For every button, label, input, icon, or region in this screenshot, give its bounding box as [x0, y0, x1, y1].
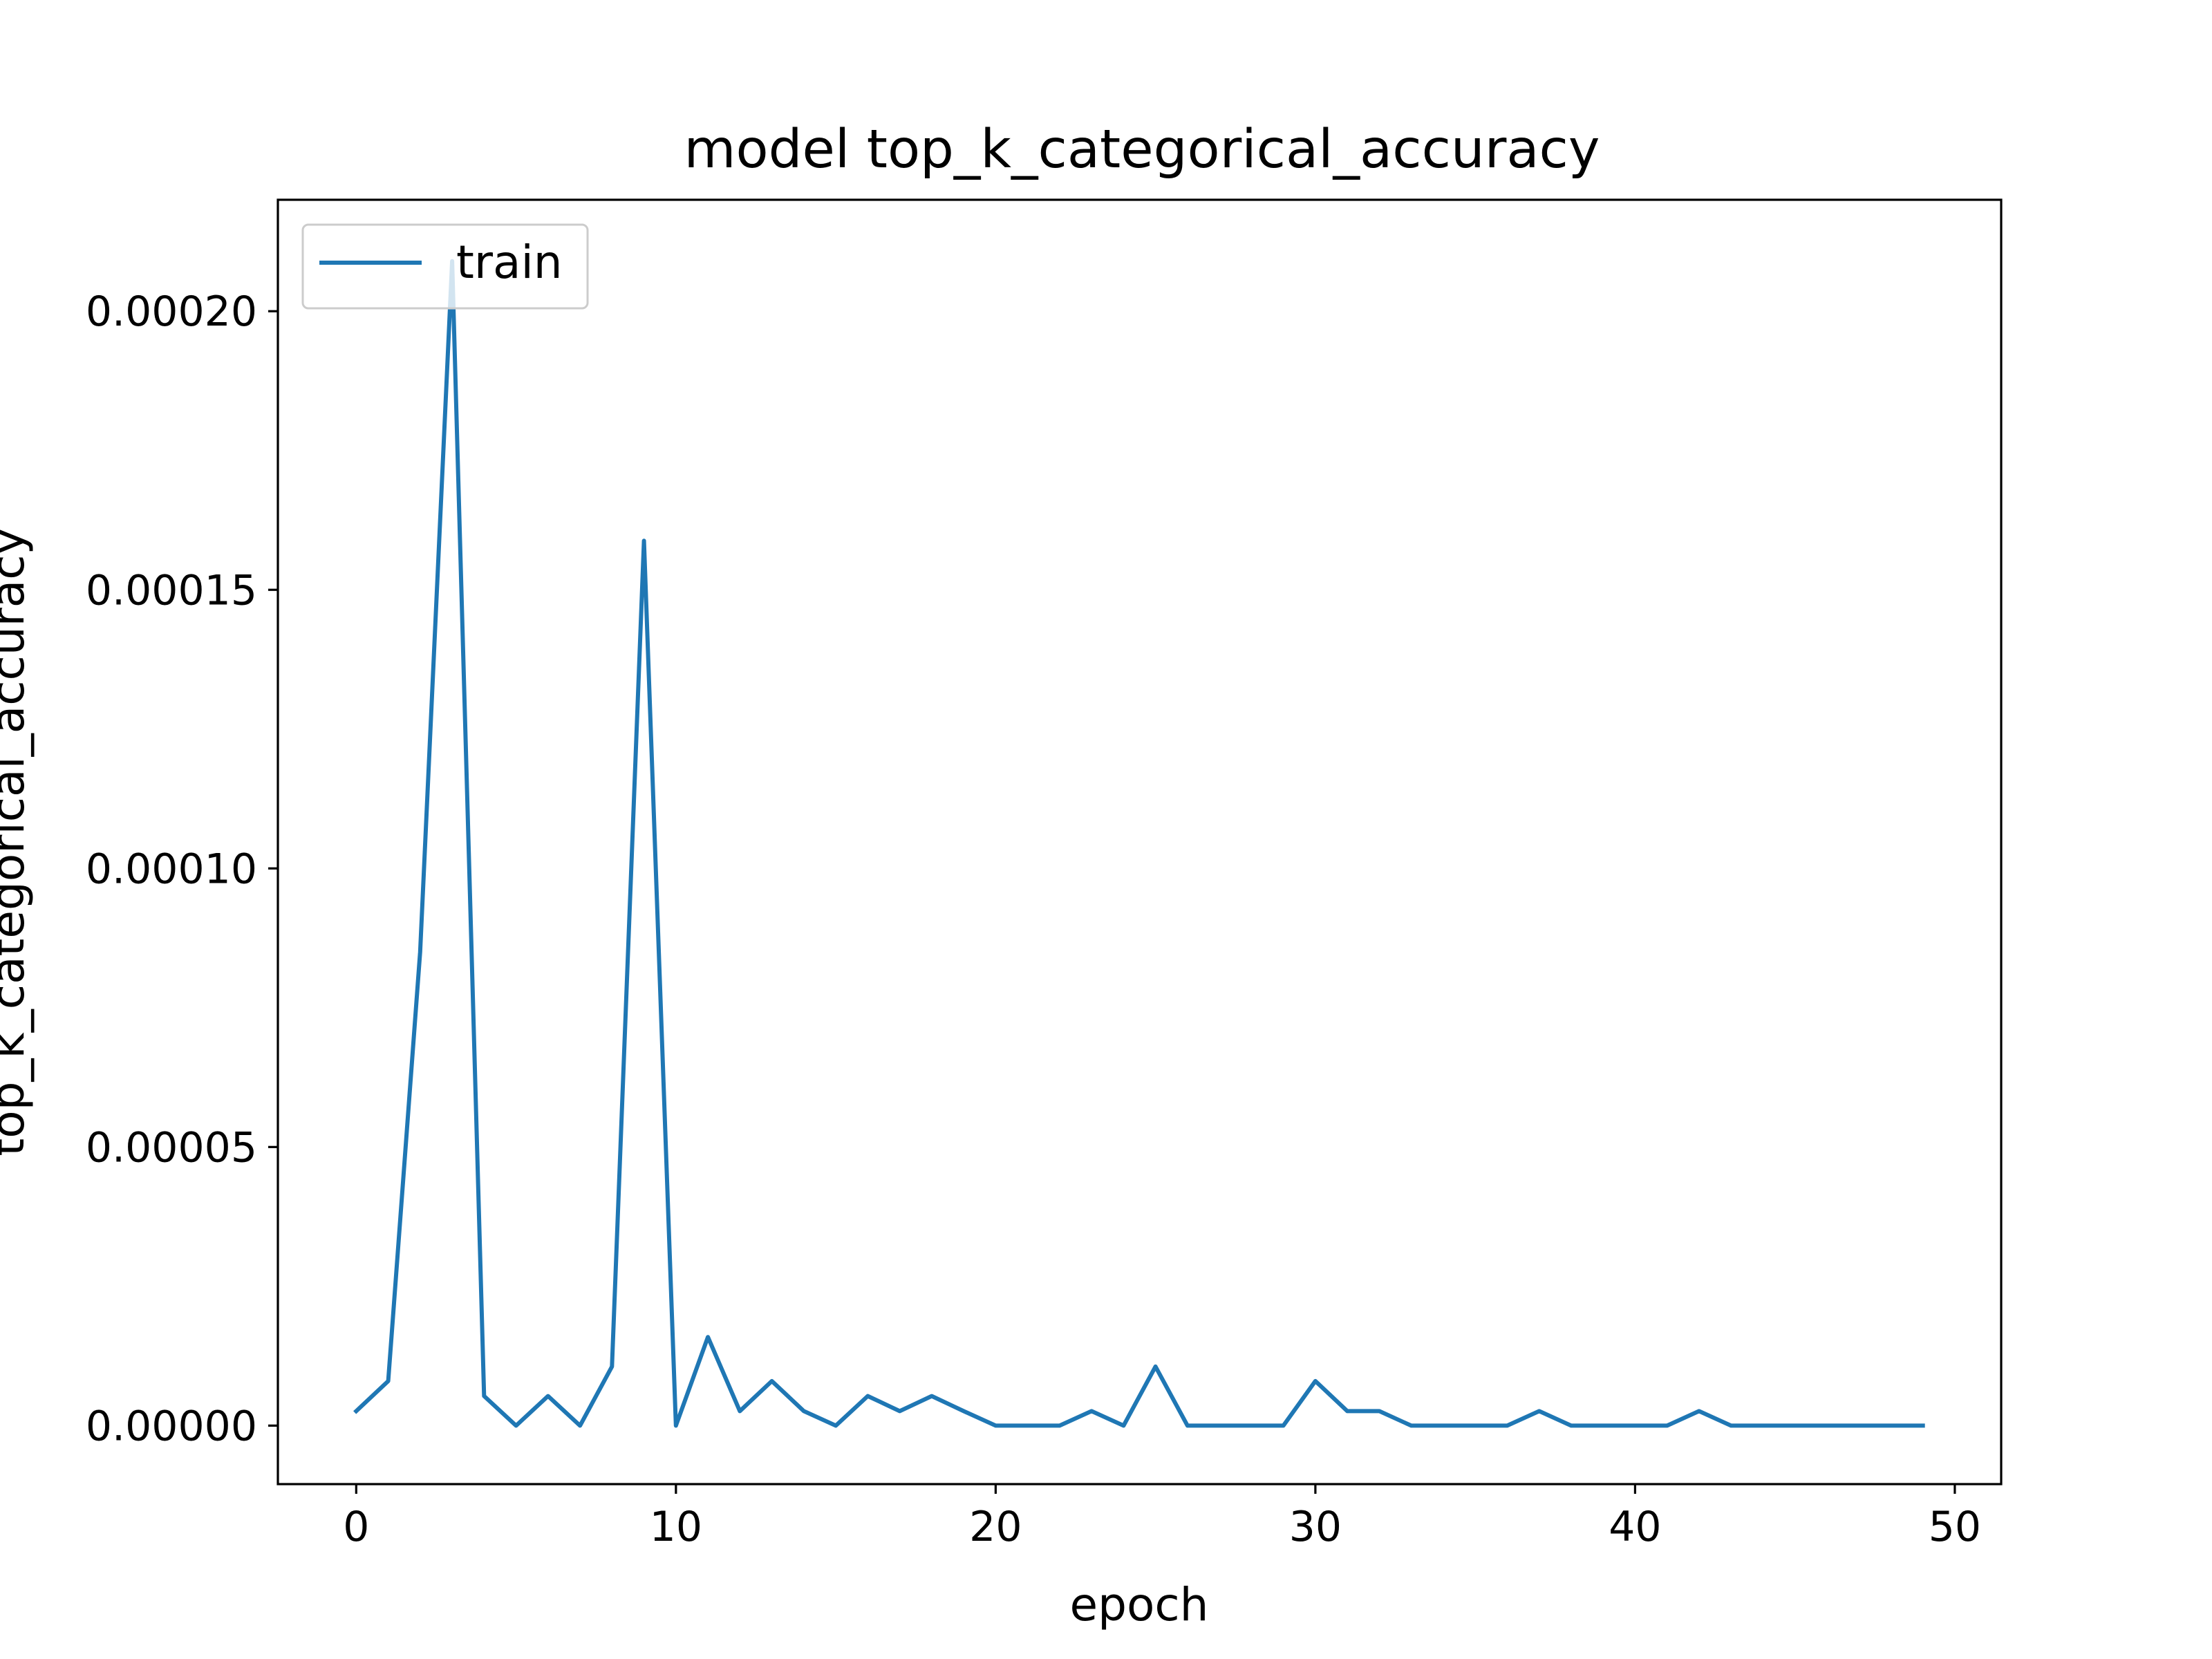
y-axis-label: top_k_categorical_accuracy	[0, 527, 35, 1156]
x-tick-label: 20	[969, 1503, 1022, 1551]
legend: train	[301, 223, 589, 310]
legend-label-train: train	[456, 236, 563, 289]
x-tick-label: 50	[1929, 1503, 1981, 1551]
y-tick-label: 0.00015	[86, 566, 257, 615]
x-tick-label: 10	[650, 1503, 702, 1551]
y-tick-label: 0.00020	[86, 288, 257, 336]
chart-title: model top_k_categorical_accuracy	[684, 119, 1600, 180]
x-tick-label: 40	[1609, 1503, 1661, 1551]
y-tick-label: 0.00005	[86, 1123, 257, 1172]
x-axis-label: epoch	[1070, 1578, 1209, 1631]
axes-layer: 0 10 20 30 40 50 0.00000 0.00005 0.00010 0.00015 0…	[86, 288, 1981, 1551]
plot-frame	[276, 198, 2003, 1485]
y-tick-label: 0.00000	[86, 1402, 257, 1450]
legend-box	[301, 223, 589, 310]
x-tick-label: 0	[343, 1503, 369, 1551]
y-tick-label: 0.00010	[86, 845, 257, 893]
plot-layer	[353, 259, 1925, 1428]
series-line-train	[353, 259, 1925, 1428]
x-tick-label: 30	[1289, 1503, 1342, 1551]
